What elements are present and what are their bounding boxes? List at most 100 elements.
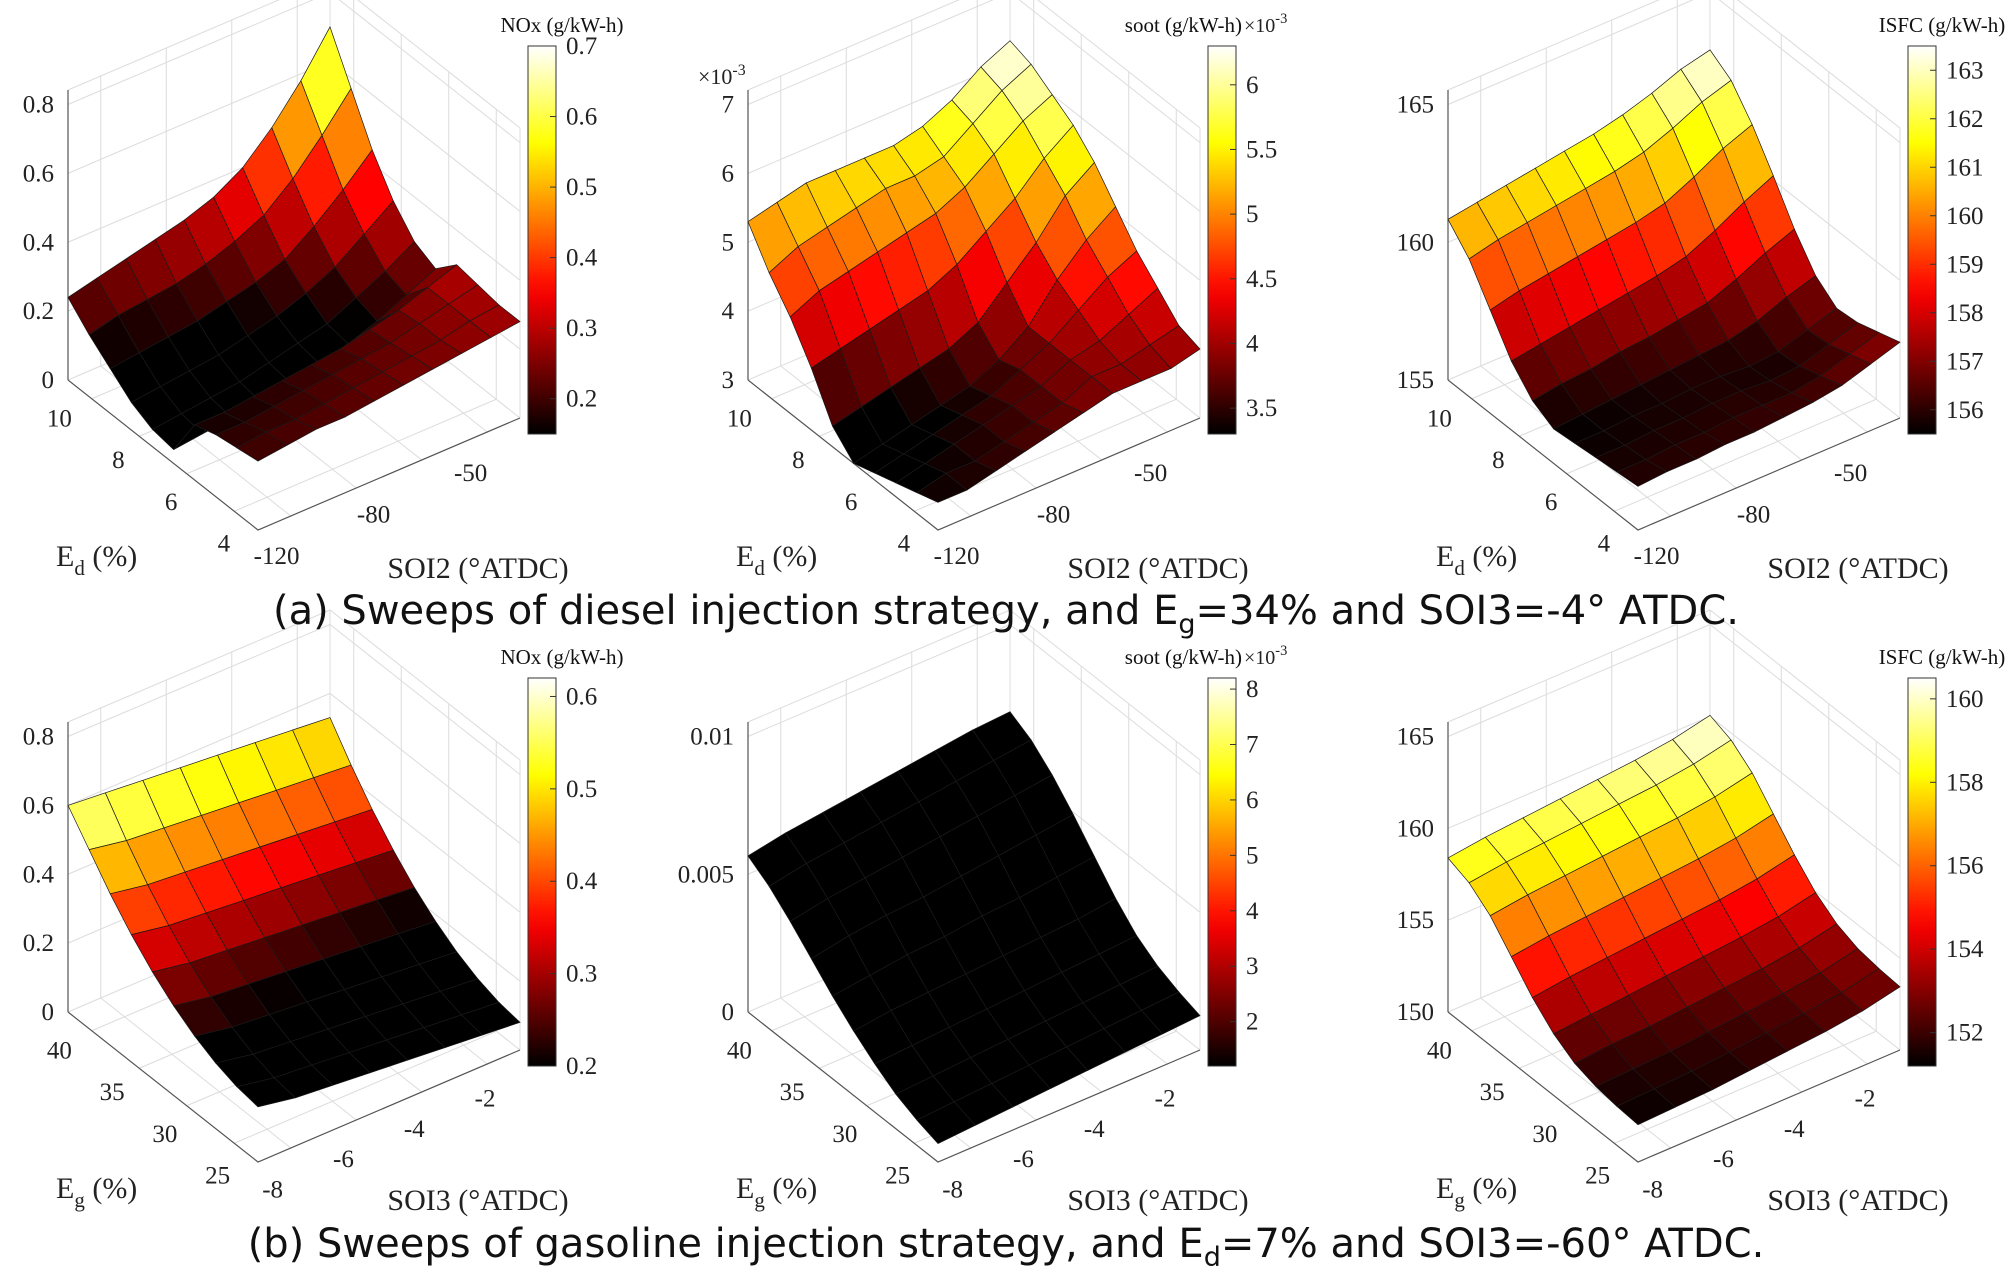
x-axis-label: Eg (%) (56, 1172, 137, 1212)
colorbar-tick-label: 7 (1246, 732, 1259, 759)
z-tick-label: 0 (722, 999, 735, 1026)
colorbar-tick-label: 0.4 (566, 868, 598, 895)
colorbar-tick-label: 157 (1946, 348, 1984, 375)
colorbar-tick-label: 156 (1946, 853, 1984, 880)
colorbar-tick-label: 6 (1246, 72, 1259, 99)
colorbar (1907, 677, 1937, 1067)
colorbar-tick-label: 4 (1246, 330, 1259, 357)
x-tick-label: 30 (152, 1121, 177, 1148)
caption-a: (a) Sweeps of diesel injection strategy,… (273, 588, 1739, 640)
x-tick-label: 10 (47, 406, 72, 433)
y-tick-label: -120 (1634, 543, 1680, 570)
axis-lines (747, 90, 1201, 531)
z-tick-label: 165 (1397, 92, 1435, 119)
colorbar-tick-label: 160 (1946, 203, 1984, 230)
y-tick-label: -2 (475, 1086, 496, 1113)
z-tick-label: 7 (722, 92, 735, 119)
y-tick-label: -4 (1084, 1116, 1105, 1143)
x-tick-label: 30 (832, 1121, 857, 1148)
x-tick-label: 8 (112, 447, 125, 474)
x-axis-label: Ed (%) (1436, 540, 1517, 580)
surface-patch (469, 304, 521, 338)
y-tick-label: -50 (1834, 460, 1867, 487)
y-axis-label: SOI3 (°ATDC) (1067, 1184, 1248, 1217)
surface (747, 711, 1201, 1145)
z-tick-label: 0 (42, 367, 55, 394)
caption-b: (b) Sweeps of gasoline injection strateg… (248, 1221, 1765, 1272)
x-axis-label: Ed (%) (736, 540, 817, 580)
colorbar-tick-label: 0.6 (566, 104, 597, 131)
colorbar-title: soot (g/kW-h) (1125, 645, 1242, 669)
z-tick-label: 0.6 (23, 160, 54, 187)
x-axis-label: Eg (%) (1436, 1172, 1517, 1212)
surface-patch (1149, 325, 1201, 369)
y-tick-label: -120 (254, 543, 300, 570)
y-tick-label: -6 (1713, 1146, 1734, 1173)
x-tick-label: 6 (165, 489, 178, 516)
y-tick-label: -50 (454, 460, 487, 487)
z-tick-label: 3 (722, 367, 735, 394)
x-tick-label: 40 (727, 1038, 752, 1065)
x-tick-label: 4 (898, 531, 911, 558)
x-axis-label: Eg (%) (736, 1172, 817, 1212)
z-tick-label: 0 (42, 999, 55, 1026)
z-tick-label: 0.01 (690, 724, 734, 751)
x-tick-label: 25 (885, 1163, 910, 1190)
tick-labels: 0 0.2 0.4 0.6 0.8 10 8 6 4 -120 -80 -50 (23, 92, 488, 570)
y-tick-label: -50 (1134, 460, 1167, 487)
x-tick-label: 4 (218, 531, 231, 558)
surface-patch (1849, 332, 1901, 365)
colorbar-tick-label: 4 (1246, 898, 1259, 925)
tick-labels: 150 155 160 165 40 35 30 25 -8 -6 -4 -2 (1397, 724, 1876, 1204)
y-tick-label: -6 (333, 1146, 354, 1173)
colorbar-tick-label: 154 (1946, 936, 1984, 963)
y-tick-label: -2 (1155, 1086, 1176, 1113)
y-axis-label: SOI3 (°ATDC) (387, 1184, 568, 1217)
colorbar-tick-label: 0.3 (566, 315, 597, 342)
x-tick-label: 6 (1545, 489, 1558, 516)
z-tick-label: 0.8 (23, 92, 54, 119)
z-tick-label: 155 (1397, 907, 1435, 934)
z-tick-label: 0.4 (23, 229, 55, 256)
z-exponent-label: ×10-3 (698, 62, 746, 89)
colorbar-tick-label: 3 (1246, 953, 1259, 980)
surface (747, 40, 1201, 503)
colorbar (527, 45, 557, 435)
colorbar-title: soot (g/kW-h) (1125, 13, 1242, 37)
z-tick-label: 0.4 (23, 861, 55, 888)
surface (1447, 714, 1901, 1126)
surface (67, 26, 521, 462)
colorbar-tick-label: 5.5 (1246, 136, 1277, 163)
colorbar-tick-label: 5 (1246, 842, 1259, 869)
tick-labels: 3 4 5 6 7 10 8 6 4 -120 -80 -50 (722, 92, 1168, 570)
y-axis-label: SOI2 (°ATDC) (1067, 552, 1248, 585)
x-tick-label: 25 (1585, 1163, 1610, 1190)
x-tick-label: 30 (1532, 1121, 1557, 1148)
tick-labels: 155 160 165 10 8 6 4 -120 -80 -50 (1397, 92, 1868, 570)
colorbar-tick-label: 6 (1246, 787, 1259, 814)
y-axis-label: SOI2 (°ATDC) (1767, 552, 1948, 585)
colorbar-tick-label: 0.2 (566, 1053, 597, 1080)
colorbar-tick-label: 163 (1946, 57, 1984, 84)
y-tick-label: -80 (1737, 501, 1770, 528)
y-tick-label: -80 (1037, 501, 1070, 528)
colorbar-tick-label: 0.3 (566, 961, 597, 988)
z-tick-label: 0.6 (23, 792, 54, 819)
colorbar-tick-label: 2 (1246, 1009, 1259, 1036)
colorbar-title: NOx (g/kW-h) (500, 645, 623, 669)
colorbar-tick-label: 0.7 (566, 33, 597, 60)
z-tick-label: 150 (1397, 999, 1435, 1026)
colorbar-title: NOx (g/kW-h) (500, 13, 623, 37)
x-tick-label: 10 (1427, 406, 1452, 433)
axis-lines (1447, 722, 1901, 1163)
colorbar-title: ISFC (g/kW-h) (1879, 645, 2006, 669)
x-tick-label: 10 (727, 406, 752, 433)
tick-labels: 0 0.2 0.4 0.6 0.8 40 35 30 25 -8 -6 -4 -2 (23, 724, 496, 1204)
colorbar-tick-label: 5 (1246, 201, 1259, 228)
axis-lines (67, 90, 521, 531)
x-tick-label: 6 (845, 489, 858, 516)
colorbar-tick-label: 159 (1946, 251, 1984, 278)
colorbar (527, 677, 557, 1067)
